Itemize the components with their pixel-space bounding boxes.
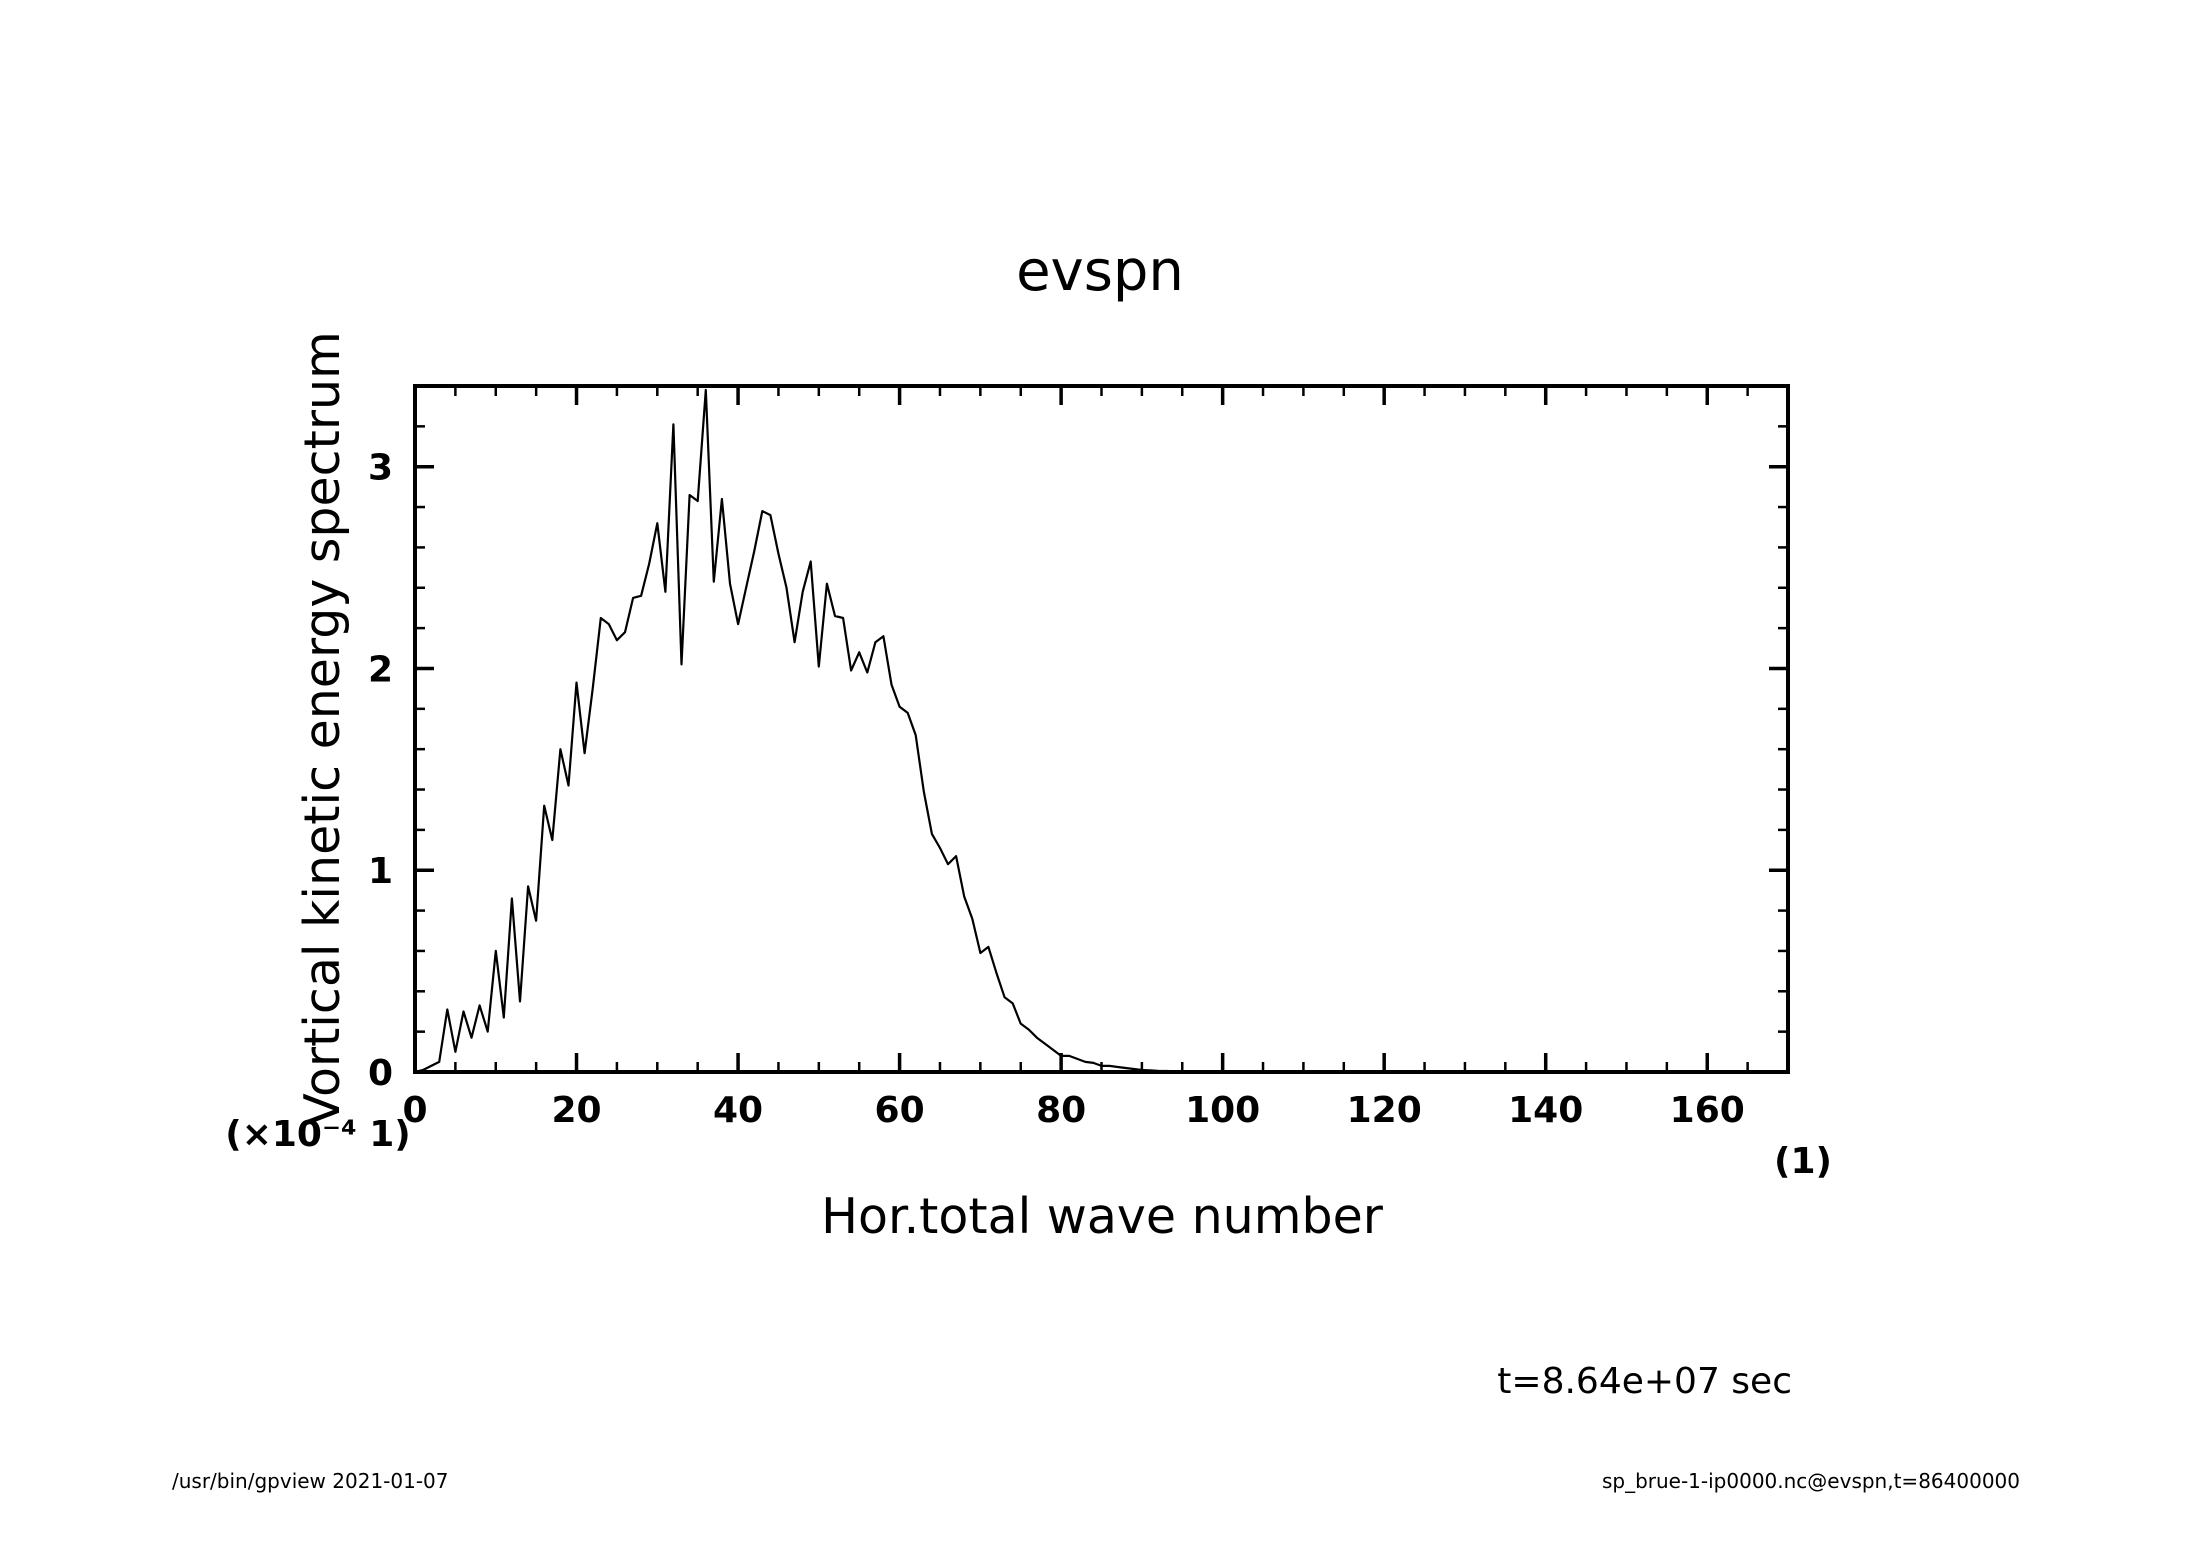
footer-left: /usr/bin/gpview 2021-01-07 <box>172 1469 449 1493</box>
x-tick-label: 40 <box>713 1090 763 1131</box>
x-unit-label: (1) <box>1774 1141 1832 1182</box>
time-label: t=8.64e+07 sec <box>1497 1361 1792 1402</box>
x-axis-label: Hor.total wave number <box>821 1188 1384 1245</box>
x-tick-label: 20 <box>551 1090 601 1131</box>
y-tick-label: 0 <box>368 1053 393 1094</box>
x-tick-label: 140 <box>1508 1090 1583 1131</box>
y-axis-label: Vortical kinetic energy spectrum <box>294 331 351 1127</box>
y-scale-label: (×10⁻⁴ 1) <box>225 1114 411 1155</box>
plot-frame <box>413 384 1790 1074</box>
y-tick-label: 2 <box>368 649 393 690</box>
y-tick-label: 3 <box>368 448 393 489</box>
x-tick-label: 0 <box>402 1090 427 1131</box>
footer-right: sp_brue-1-ip0000.nc@evspn,t=86400000 <box>1602 1469 2020 1493</box>
chart-title: evspn <box>1016 239 1184 304</box>
tick-labels: 0 20 40 60 80 100 120 140 160 0 1 2 3 <box>368 448 1745 1131</box>
x-tick-label: 120 <box>1347 1090 1422 1131</box>
y-tick-label: 1 <box>368 851 393 892</box>
x-tick-label: 160 <box>1670 1090 1745 1131</box>
x-tick-label: 100 <box>1185 1090 1260 1131</box>
x-tick-label: 80 <box>1036 1090 1086 1131</box>
x-tick-label: 60 <box>875 1090 925 1131</box>
spectrum-series-line <box>414 388 1788 1074</box>
tick-marks <box>413 384 1790 1074</box>
